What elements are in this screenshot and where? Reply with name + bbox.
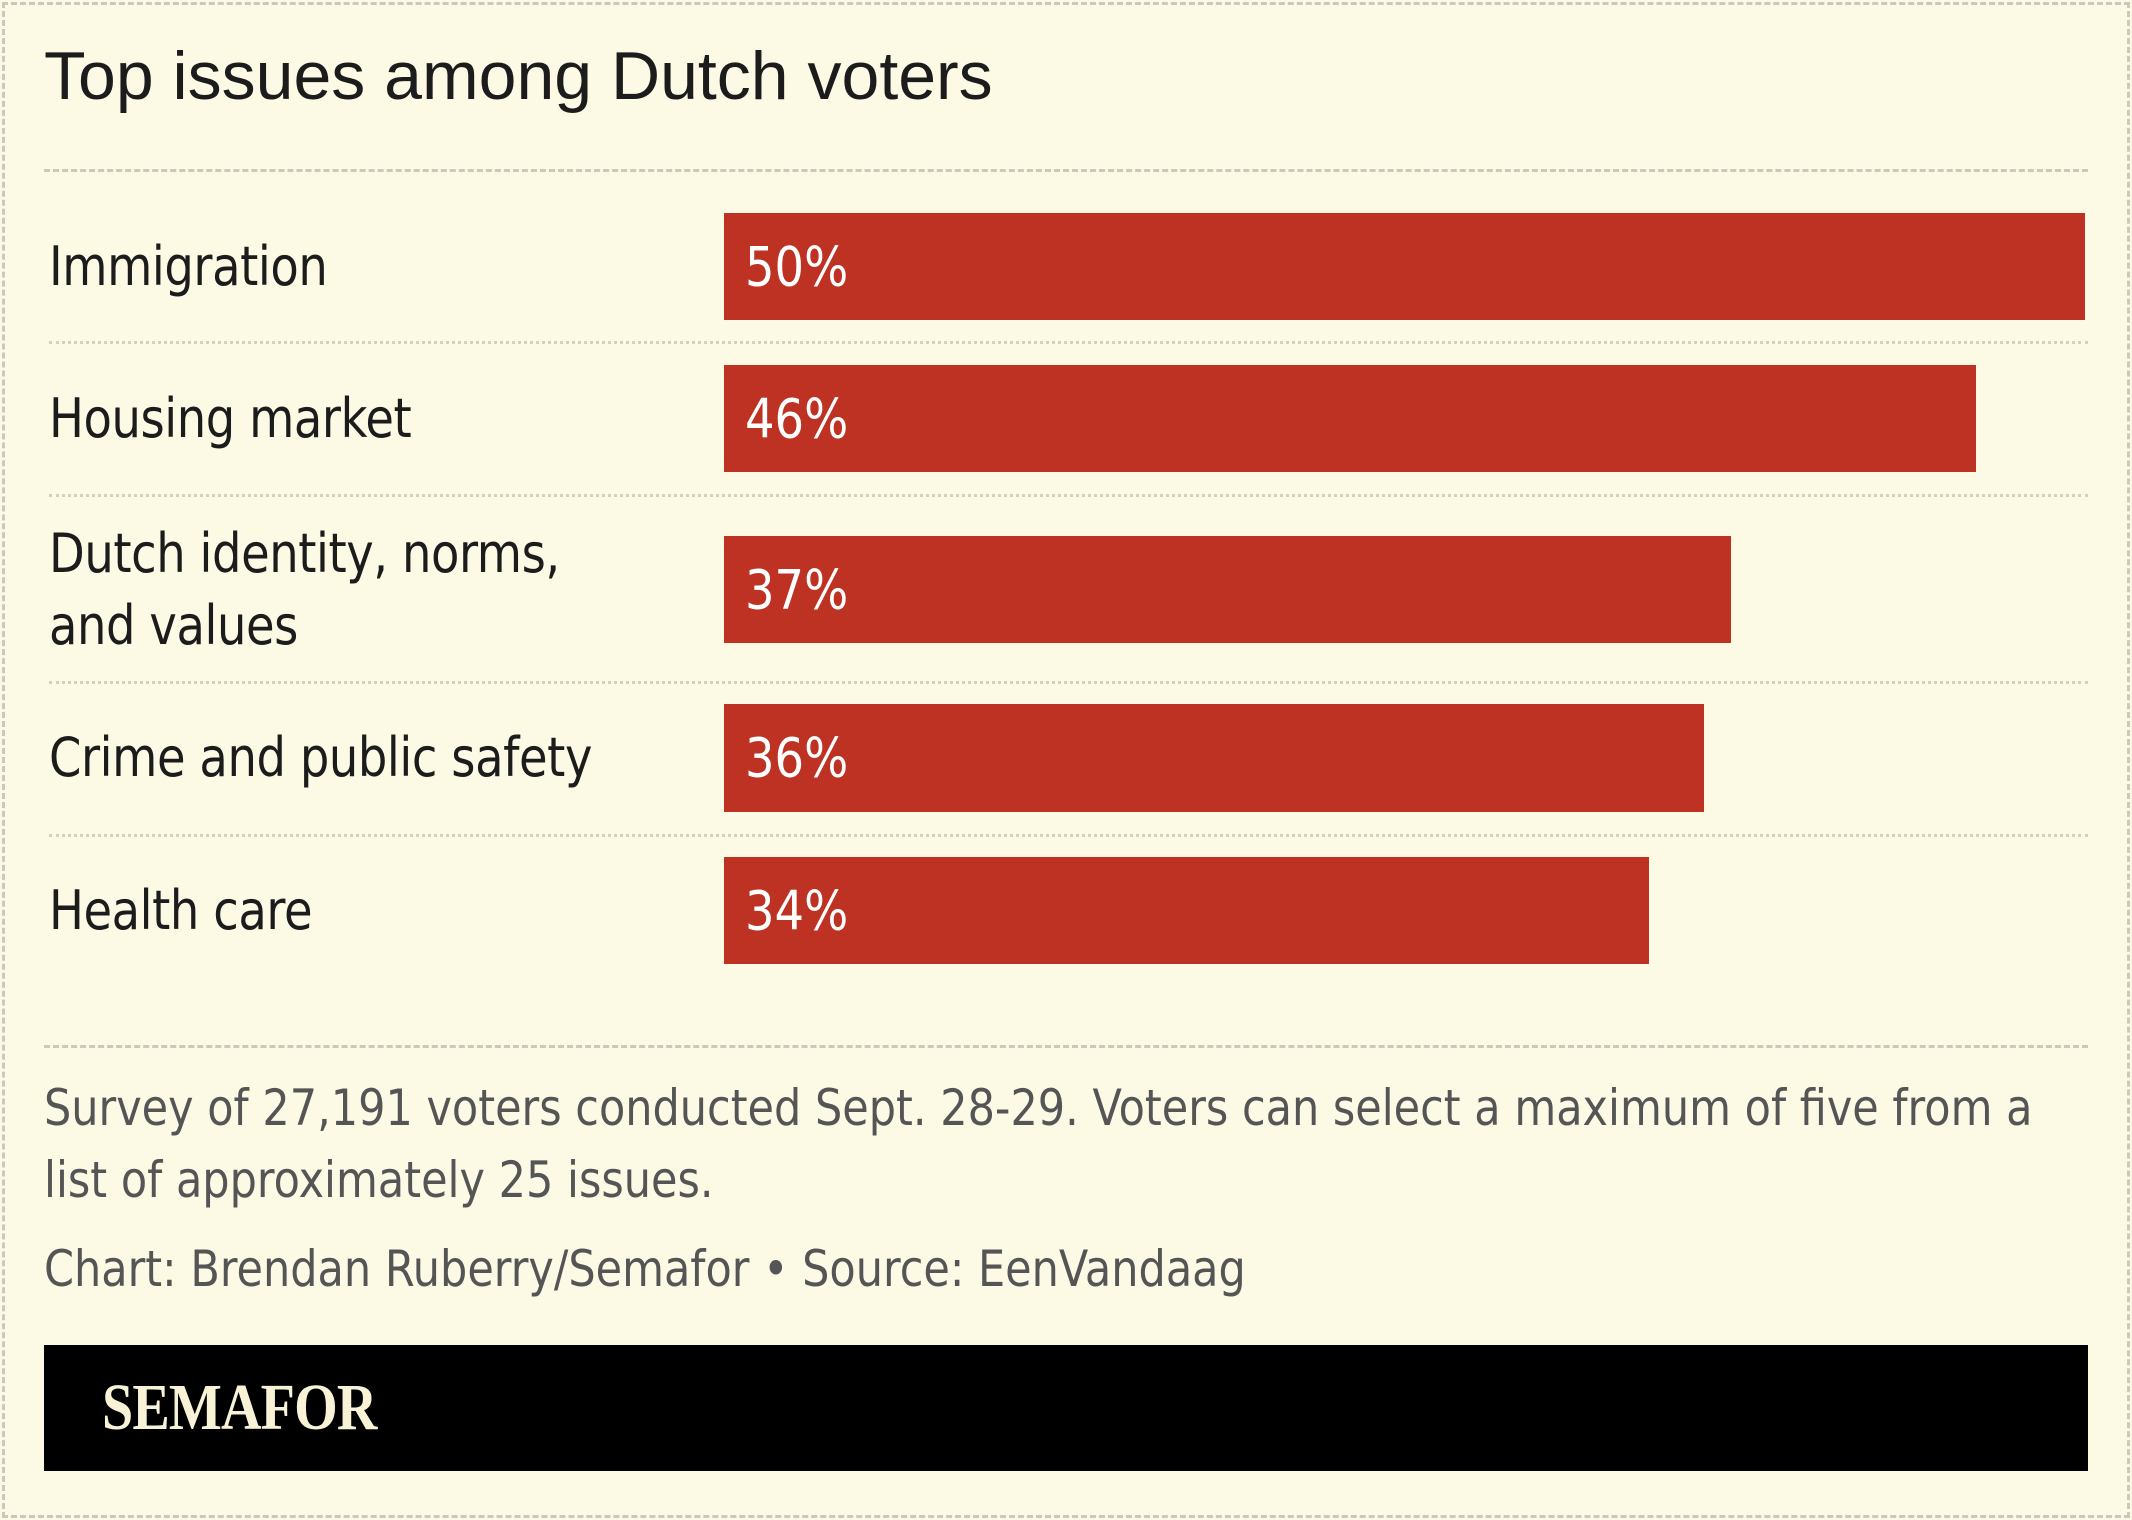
bar: 50% bbox=[724, 213, 2085, 320]
bar: 36% bbox=[724, 704, 1704, 812]
bar-value-label: 37% bbox=[745, 558, 849, 621]
top-divider bbox=[44, 169, 2088, 172]
category-label: Immigration bbox=[49, 234, 328, 298]
bar: 37% bbox=[724, 536, 1732, 643]
chart-credit: Chart: Brendan Ruberry/Semafor • Source:… bbox=[44, 1240, 1246, 1298]
bar-value-label: 36% bbox=[745, 726, 849, 790]
bar-value-label: 46% bbox=[745, 387, 849, 450]
chart-title: Top issues among Dutch voters bbox=[44, 38, 993, 114]
bar: 34% bbox=[724, 857, 1650, 964]
row-separator bbox=[49, 834, 2088, 837]
category-label: Health care bbox=[49, 878, 313, 942]
bar-value-label: 50% bbox=[745, 235, 849, 298]
category-label: Crime and public safety bbox=[49, 726, 592, 789]
chart-note: Survey of 27,191 voters conducted Sept. … bbox=[44, 1079, 2033, 1209]
semafor-logo: SEMAFOR bbox=[102, 1371, 377, 1444]
category-label: Housing market bbox=[49, 386, 412, 450]
bottom-divider bbox=[44, 1045, 2088, 1048]
bar-value-label: 34% bbox=[745, 879, 849, 942]
row-separator bbox=[49, 681, 2088, 684]
row-separator bbox=[49, 341, 2088, 344]
bar: 46% bbox=[724, 365, 1977, 472]
row-separator bbox=[49, 494, 2088, 497]
brand-footer: SEMAFOR bbox=[44, 1345, 2088, 1471]
category-label: Dutch identity, norms, and values bbox=[49, 521, 560, 657]
